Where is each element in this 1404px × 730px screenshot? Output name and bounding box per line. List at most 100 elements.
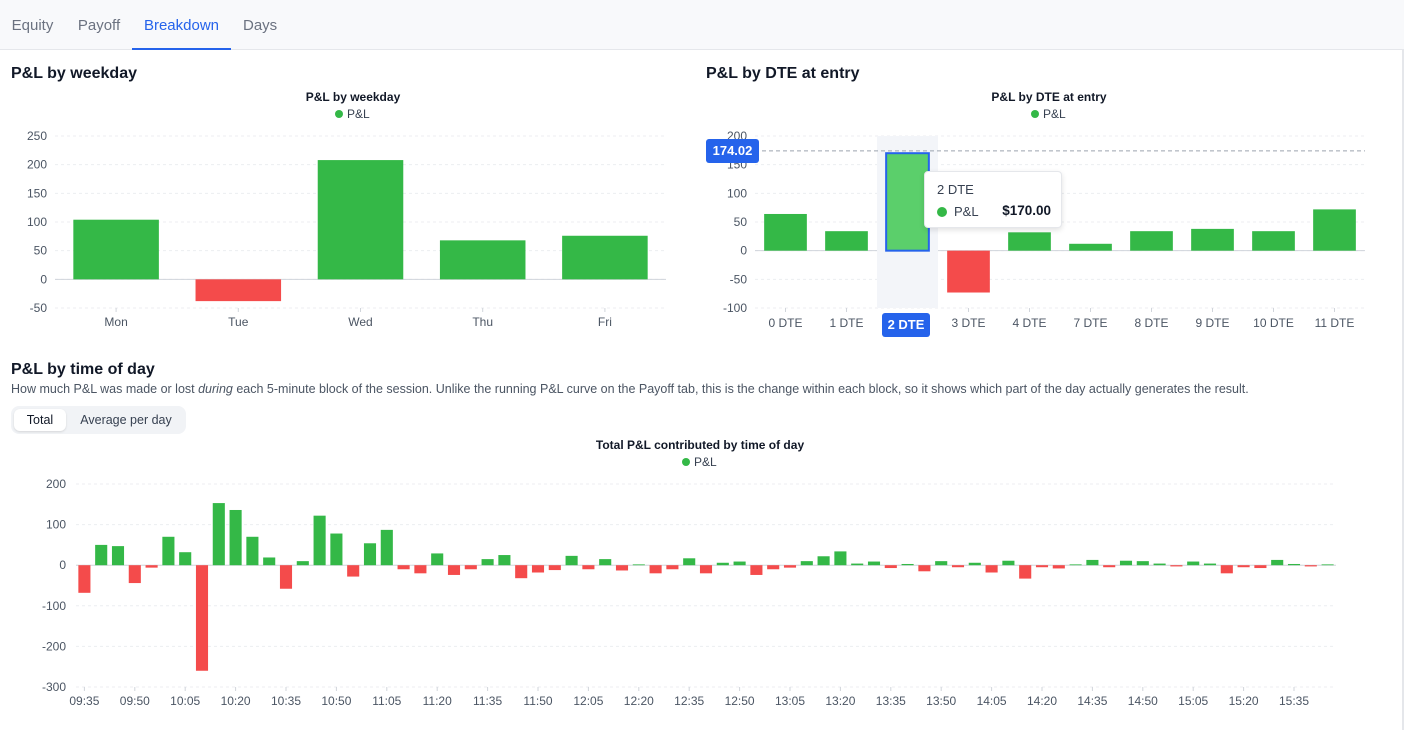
x-tick-label: 15:20: [1229, 694, 1259, 708]
bar-Thu: [439, 240, 526, 280]
bar-13:45: [918, 565, 931, 572]
x-tick-label: 4 DTE: [1012, 316, 1046, 330]
bar-10:50: [330, 533, 343, 566]
y-tick-label: 0: [40, 272, 47, 286]
x-tick-label: 12:20: [624, 694, 654, 708]
bar-13:20: [834, 551, 847, 566]
bar-14:30: [1069, 564, 1082, 566]
x-tick-label: 3 DTE: [951, 316, 985, 330]
toggle-average-per-day[interactable]: Average per day: [80, 413, 172, 427]
bar-15:05: [1187, 561, 1200, 566]
tab-payoff[interactable]: Payoff: [77, 17, 121, 34]
x-tick-label: 12:35: [674, 694, 704, 708]
x-tick-label: 11:50: [523, 694, 552, 708]
x-tick-label: 09:35: [69, 694, 99, 708]
chart-tooltip: 2 DTE P&L $170.00: [924, 171, 1062, 228]
legend-label: P&L: [347, 107, 370, 121]
bar-10:40: [296, 561, 309, 566]
y-tick-label: -100: [723, 301, 747, 315]
x-tick-label: 10:05: [170, 694, 200, 708]
bar-12:50: [733, 561, 746, 566]
scrollbar[interactable]: [1402, 50, 1404, 730]
x-tick-label: 14:50: [1128, 694, 1158, 708]
desc-part-1: How much P&L was made or lost: [11, 382, 199, 396]
bar-09:40: [95, 544, 108, 566]
bar-15:15: [1220, 565, 1233, 574]
bar-14:25: [1052, 565, 1065, 569]
bar-11:55: [548, 565, 561, 571]
bar-2 DTE: [885, 152, 930, 252]
bar-14:10: [1002, 560, 1015, 566]
x-tick-label: 14:20: [1027, 694, 1057, 708]
bar-09:55: [145, 565, 158, 568]
desc-emphasis: during: [198, 382, 233, 396]
bar-13:30: [867, 561, 881, 566]
y-tick-label: -50: [730, 272, 748, 286]
x-tick-label: Tue: [228, 315, 249, 329]
x-tick-label: 11:05: [372, 694, 401, 708]
bar-09:50: [128, 565, 141, 584]
bar-10:15: [212, 503, 225, 566]
y-tick-label: -200: [42, 639, 66, 653]
y-tick-label: -50: [30, 301, 48, 315]
tooltip-value: $170.00: [1002, 203, 1051, 218]
bar-10:35: [279, 565, 293, 589]
toggle-total[interactable]: Total: [14, 409, 66, 431]
bar-12:00: [565, 555, 578, 566]
legend-marker: [335, 110, 343, 118]
bar-15:40: [1304, 565, 1317, 567]
legend-label: P&L: [1043, 107, 1066, 121]
legend-marker: [1031, 110, 1039, 118]
bar-10:10: [195, 565, 209, 671]
chart-title: P&L by weekday: [306, 90, 401, 104]
x-tick-label: 11:20: [423, 694, 452, 708]
tooltip-series-name: P&L: [954, 204, 979, 219]
bar-Fri: [562, 235, 648, 280]
bar-10:20: [229, 509, 242, 566]
x-tick-label: 10 DTE: [1253, 316, 1294, 330]
bar-13:05: [783, 565, 797, 568]
bar-11:40: [498, 555, 511, 566]
bar-11 DTE: [1313, 209, 1356, 251]
y-tick-label: 100: [46, 518, 66, 532]
bar-15:45: [1321, 564, 1334, 566]
y-tick-label: 50: [734, 215, 748, 229]
tooltip-title: 2 DTE: [937, 182, 974, 197]
bar-10:05: [179, 552, 192, 566]
x-tick-label: 9 DTE: [1195, 316, 1229, 330]
x-tick-label: 13:35: [876, 694, 906, 708]
time-of-day-description: How much P&L was made or lost during eac…: [11, 382, 1249, 396]
tab-equity[interactable]: Equity: [11, 17, 54, 34]
tab-days[interactable]: Days: [243, 17, 278, 34]
x-tick-label: 13:50: [926, 694, 956, 708]
x-tick-label: 15:35: [1279, 694, 1309, 708]
x-tick-label: 10:50: [321, 694, 351, 708]
bar-12:10: [599, 559, 612, 566]
x-tick-label: 10:20: [221, 694, 251, 708]
bar-13:50: [935, 561, 948, 566]
bar-15:10: [1203, 563, 1217, 566]
tab-breakdown[interactable]: Breakdown: [132, 0, 231, 50]
bar-13:15: [817, 556, 830, 566]
x-tick-label: Fri: [598, 315, 612, 329]
bar-12:15: [615, 565, 629, 571]
bar-11:05: [380, 529, 393, 566]
x-tick-label: 14:05: [977, 694, 1007, 708]
x-tick-label: 09:50: [120, 694, 150, 708]
bar-11:25: [447, 565, 461, 575]
bar-13:55: [951, 565, 965, 568]
bar-15:30: [1271, 559, 1284, 566]
bar-13:10: [800, 561, 813, 566]
bar-0 DTE: [764, 213, 807, 251]
bar-10:00: [162, 536, 175, 566]
x-tick-label: Thu: [472, 315, 493, 329]
x-tick-label: 15:05: [1178, 694, 1208, 708]
x-tick-label: 1 DTE: [829, 316, 863, 330]
bar-3 DTE: [947, 250, 990, 293]
y-tick-label: -300: [42, 680, 66, 694]
bar-12:40: [699, 565, 713, 574]
bar-11:00: [363, 543, 377, 566]
tooltip-series-dot: [937, 207, 947, 217]
crosshair-x-label: 2 DTE: [882, 313, 930, 337]
bar-9 DTE: [1191, 228, 1234, 251]
